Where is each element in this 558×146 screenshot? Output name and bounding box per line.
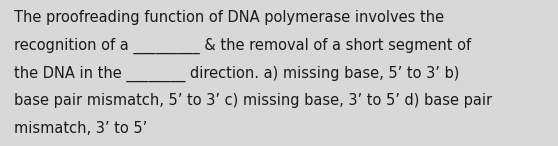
Text: The proofreading function of DNA polymerase involves the: The proofreading function of DNA polymer… [14,10,444,25]
Text: mismatch, 3’ to 5’: mismatch, 3’ to 5’ [14,121,147,136]
Text: the DNA in the ________ direction. a) missing base, 5’ to 3’ b): the DNA in the ________ direction. a) mi… [14,66,459,82]
Text: base pair mismatch, 5’ to 3’ c) missing base, 3’ to 5’ d) base pair: base pair mismatch, 5’ to 3’ c) missing … [14,93,492,108]
Text: recognition of a _________ & the removal of a short segment of: recognition of a _________ & the removal… [14,38,471,54]
